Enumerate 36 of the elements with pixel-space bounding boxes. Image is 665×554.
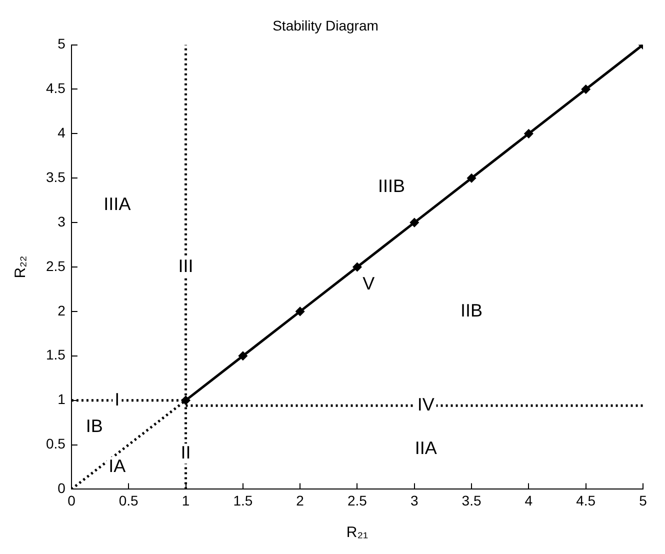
y-tick-label: 2 xyxy=(58,302,66,318)
y-tick-label: 2.5 xyxy=(46,258,66,274)
annotation: III xyxy=(178,256,194,276)
annotation: IV xyxy=(417,394,434,415)
y-tick-label: 1.5 xyxy=(46,346,66,363)
y-tick-label: 1 xyxy=(58,391,66,408)
x-tick-label: 0 xyxy=(68,492,76,508)
annotation: IIIB xyxy=(378,176,406,196)
y-tick-label: 0 xyxy=(58,480,66,496)
y-tick-label: 3 xyxy=(58,213,66,230)
x-tick-label: 3 xyxy=(410,492,418,508)
x-axis-title: R₂₁ xyxy=(346,524,368,542)
annotation: IB xyxy=(86,416,103,436)
y-tick-label: 4 xyxy=(58,124,66,141)
annotation: V xyxy=(362,274,375,294)
chart-title: Stability Diagram xyxy=(272,17,378,34)
y-axis-title: R₂₂ xyxy=(12,256,30,278)
annotation: I xyxy=(114,389,120,410)
x-tick-label: 1.5 xyxy=(233,492,253,508)
annotation: IIA xyxy=(414,438,437,458)
x-tick-label: 0.5 xyxy=(118,492,139,508)
annotation: II xyxy=(180,442,191,463)
annotation: IA xyxy=(108,456,126,476)
x-tick-label: 3.5 xyxy=(462,492,482,508)
annotation: IIIA xyxy=(104,194,131,214)
x-tick-label: 4.5 xyxy=(576,492,596,508)
y-tick-label: 4.5 xyxy=(46,80,66,96)
y-tick-label: 3.5 xyxy=(46,168,66,185)
y-tick-label: 5 xyxy=(58,36,66,52)
x-tick-label: 2 xyxy=(296,492,304,508)
x-tick-label: 1 xyxy=(182,492,190,508)
x-tick-label: 2.5 xyxy=(347,492,368,508)
x-tick-label: 4 xyxy=(524,492,533,508)
x-tick-label: 5 xyxy=(639,492,648,508)
y-tick-label: 0.5 xyxy=(46,436,66,452)
annotation: IIB xyxy=(460,300,483,320)
